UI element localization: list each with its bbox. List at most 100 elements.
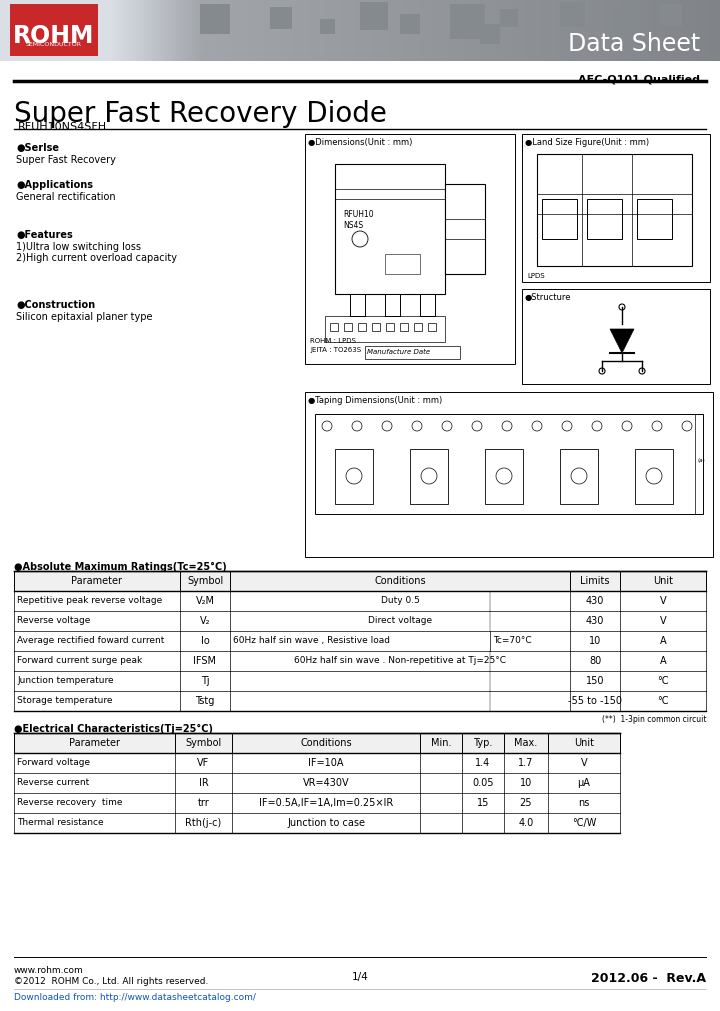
Bar [719,0,720,62]
Bar [6,0,7,62]
Bar [469,0,470,62]
Bar [558,0,559,62]
Bar [221,0,222,62]
Text: Data Sheet: Data Sheet [568,32,700,56]
Bar [514,0,515,62]
Bar [10,5,98,57]
Bar [11,0,12,62]
Bar [235,0,236,62]
Bar [194,0,195,62]
Bar [390,0,391,62]
Bar [402,0,403,62]
Bar [542,0,543,62]
Bar [62,0,63,62]
Bar [122,0,123,62]
Bar [4,0,5,62]
Bar [494,0,495,62]
Bar [522,290,710,384]
Bar [270,8,292,30]
Bar [231,0,232,62]
Bar [508,0,509,62]
Bar [645,0,646,62]
Bar [43,0,44,62]
Bar [407,0,408,62]
Bar [468,0,469,62]
Bar [239,0,240,62]
Bar [373,0,374,62]
Bar [673,0,674,62]
Text: Conditions: Conditions [300,737,352,747]
Bar [706,0,707,62]
Bar [208,0,209,62]
Bar [134,0,135,62]
Bar [608,0,609,62]
Bar [711,0,712,62]
Text: AEC-Q101 Qualified: AEC-Q101 Qualified [578,74,700,84]
Bar [434,0,435,62]
Bar [481,0,482,62]
Bar [472,0,473,62]
Bar [497,0,498,62]
Bar [404,0,405,62]
Bar [698,0,699,62]
Bar [81,0,82,62]
Bar [131,0,132,62]
Bar [17,0,18,62]
Bar [495,0,496,62]
Text: Forward current surge peak: Forward current surge peak [17,655,143,664]
Bar [177,0,178,62]
Bar [90,0,91,62]
Bar [445,185,485,275]
Bar [116,0,117,62]
Bar [634,0,635,62]
Bar [539,0,540,62]
Bar [119,0,120,62]
Bar [606,0,607,62]
Bar [10,0,11,62]
Bar [597,0,598,62]
Bar [527,0,528,62]
Bar [622,0,623,62]
Bar [688,0,689,62]
Bar [75,0,76,62]
Bar [234,0,235,62]
Bar [602,0,603,62]
Bar [232,0,233,62]
Bar [12,0,13,62]
Bar [305,0,306,62]
Bar [459,0,460,62]
Text: ●Features: ●Features [16,229,73,240]
Bar [363,0,364,62]
Bar [410,450,448,504]
Bar [172,0,173,62]
Bar [114,0,115,62]
Bar [315,415,703,515]
Bar [532,0,533,62]
Bar [586,0,587,62]
Text: 60Hz half sin wave , Resistive load: 60Hz half sin wave , Resistive load [233,635,390,644]
Bar [350,295,365,316]
Bar [682,0,683,62]
Text: 150: 150 [586,675,604,685]
Bar [513,0,514,62]
Bar [655,0,656,62]
Bar [442,0,443,62]
Bar [594,0,595,62]
Bar [237,0,238,62]
Bar [2,0,3,62]
Bar [21,0,22,62]
Bar [59,0,60,62]
Bar [425,0,426,62]
Bar [250,0,251,62]
Bar [428,324,436,332]
Bar [14,773,620,794]
Bar [433,0,434,62]
Bar [31,0,32,62]
Bar [263,0,264,62]
Bar [578,0,579,62]
Bar [314,0,315,62]
Bar [197,0,198,62]
Bar [496,0,497,62]
Text: trr: trr [197,798,210,807]
Bar [183,0,184,62]
